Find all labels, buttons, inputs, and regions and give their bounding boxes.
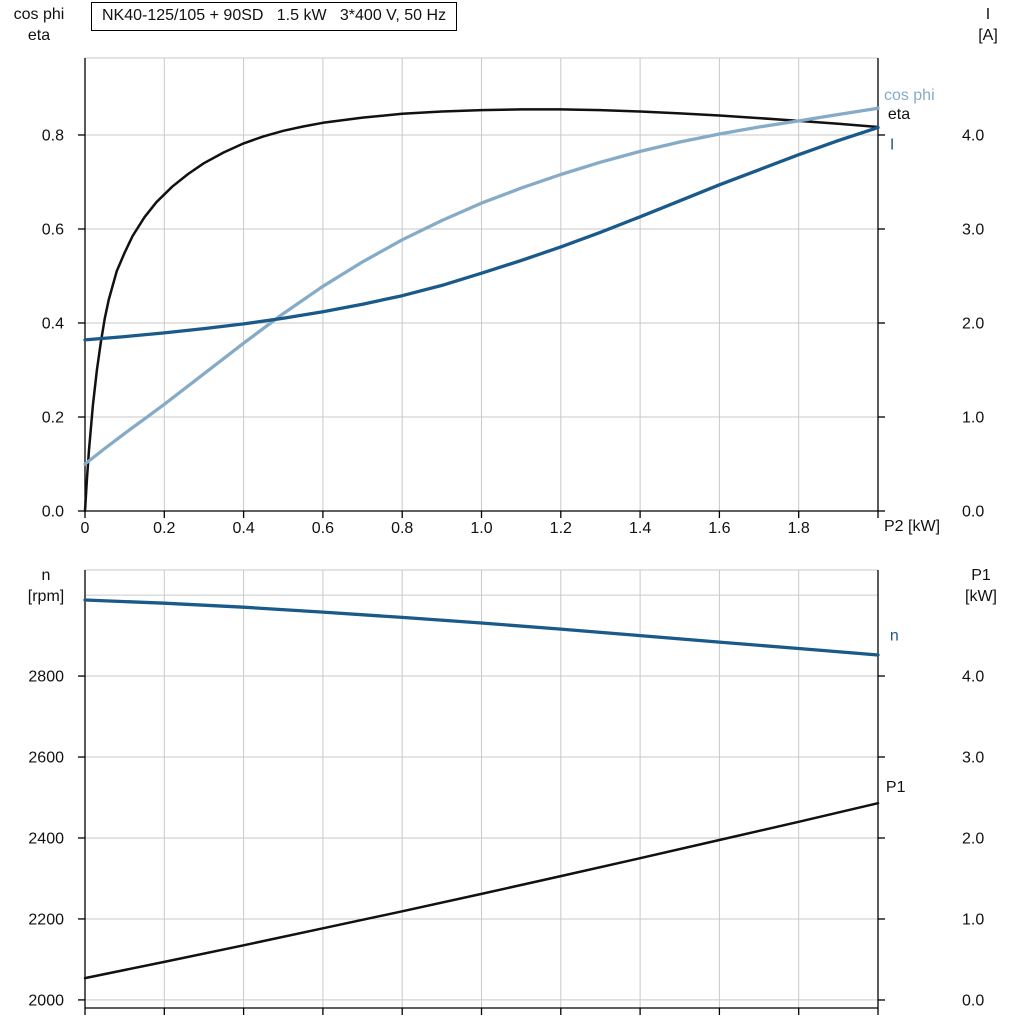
left-tick-label: 0.0: [42, 504, 64, 521]
right-axis-title-line1: P1: [971, 567, 991, 584]
series-label-current: I: [890, 136, 894, 153]
bottom-chart-left-axis-title: n [rpm]: [14, 565, 78, 607]
left-tick-label: 2400: [28, 830, 64, 847]
x-tick-label: 1.2: [550, 520, 572, 537]
left-tick-label: 0.8: [42, 127, 64, 144]
curve-p1: [83, 801, 880, 980]
right-tick-label: 1.0: [962, 409, 984, 426]
x-axis-label: P2 [kW]: [884, 518, 941, 535]
left-tick-label: 0.2: [42, 409, 64, 426]
right-tick-label: 0.0: [962, 992, 984, 1009]
left-tick-label: 0.6: [42, 221, 64, 238]
right-tick-label: 4.0: [962, 127, 984, 144]
right-tick-label: 0.0: [962, 504, 984, 521]
right-axis-title-line1: I: [985, 6, 991, 23]
right-tick-label: 2.0: [962, 830, 984, 847]
right-axis-title-line2: [kW]: [965, 588, 997, 605]
x-tick-label: 0.4: [232, 520, 254, 537]
left-axis-title-line1: cos phi: [13, 6, 65, 23]
series-label-p1: P1: [886, 779, 906, 796]
top-chart-right-axis-title: I [A]: [962, 4, 1014, 46]
x-tick-label: 1.8: [788, 520, 810, 537]
curve-current: [83, 125, 880, 342]
series-label-eta: eta: [888, 106, 910, 123]
left-axis-title-line1: n: [41, 567, 51, 584]
right-tick-label: 4.0: [962, 669, 984, 686]
left-tick-label: 2600: [28, 750, 64, 767]
left-axis-title-line2: [rpm]: [27, 588, 65, 605]
x-tick-label: 1.4: [629, 520, 651, 537]
series-label-speed: n: [890, 628, 899, 645]
right-axis-title-line2: [A]: [978, 27, 998, 44]
curve-cos-phi: [83, 106, 880, 466]
right-tick-label: 2.0: [962, 315, 984, 332]
x-tick-label: 0: [81, 520, 90, 537]
x-tick-label: 0.6: [312, 520, 334, 537]
x-tick-label: 1.0: [470, 520, 492, 537]
right-tick-label: 1.0: [962, 911, 984, 928]
left-tick-label: 2000: [28, 992, 64, 1009]
curve-eta: [83, 108, 880, 513]
left-tick-label: 2200: [28, 911, 64, 928]
right-tick-label: 3.0: [962, 750, 984, 767]
x-tick-label: 0.2: [153, 520, 175, 537]
x-tick-label: 0.8: [391, 520, 413, 537]
curve-speed: [83, 598, 880, 657]
left-axis-title-line2: eta: [27, 27, 51, 44]
left-tick-label: 2800: [28, 669, 64, 686]
right-tick-label: 3.0: [962, 221, 984, 238]
series-label-cos-phi: cos phi: [884, 87, 935, 104]
chart-title-box: NK40-125/105 + 90SD 1.5 kW 3*400 V, 50 H…: [91, 2, 458, 31]
bottom-chart-right-axis-title: P1 [kW]: [949, 565, 1013, 607]
left-tick-label: 0.4: [42, 315, 64, 332]
x-tick-label: 1.6: [708, 520, 730, 537]
top-chart-left-axis-title: cos phi eta: [7, 4, 71, 46]
